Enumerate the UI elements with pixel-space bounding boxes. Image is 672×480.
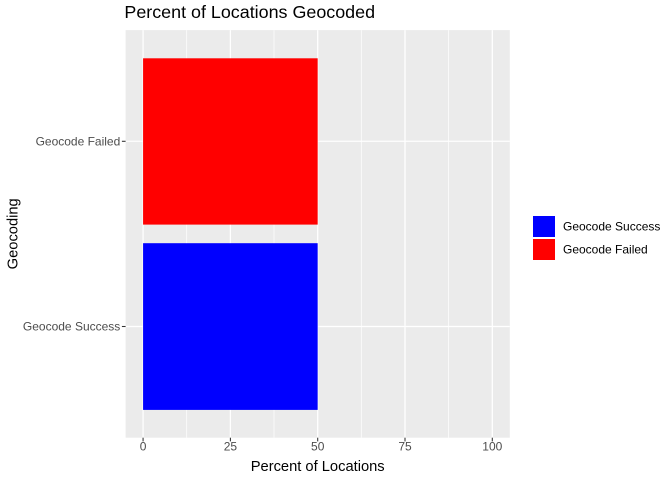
svg-text:25: 25 [224, 440, 238, 454]
svg-text:Percent of Locations Geocoded: Percent of Locations Geocoded [124, 2, 375, 22]
svg-text:100: 100 [482, 440, 502, 454]
svg-text:Percent of Locations: Percent of Locations [251, 459, 385, 475]
svg-text:75: 75 [398, 440, 412, 454]
svg-text:0: 0 [140, 440, 147, 454]
svg-text:Geocoding: Geocoding [6, 198, 22, 269]
svg-text:Geocode Success: Geocode Success [563, 220, 660, 234]
svg-text:Geocode Failed: Geocode Failed [36, 135, 121, 149]
svg-text:50: 50 [311, 440, 325, 454]
svg-text:Geocode Failed: Geocode Failed [563, 243, 648, 257]
svg-text:Geocode Success: Geocode Success [23, 320, 120, 334]
